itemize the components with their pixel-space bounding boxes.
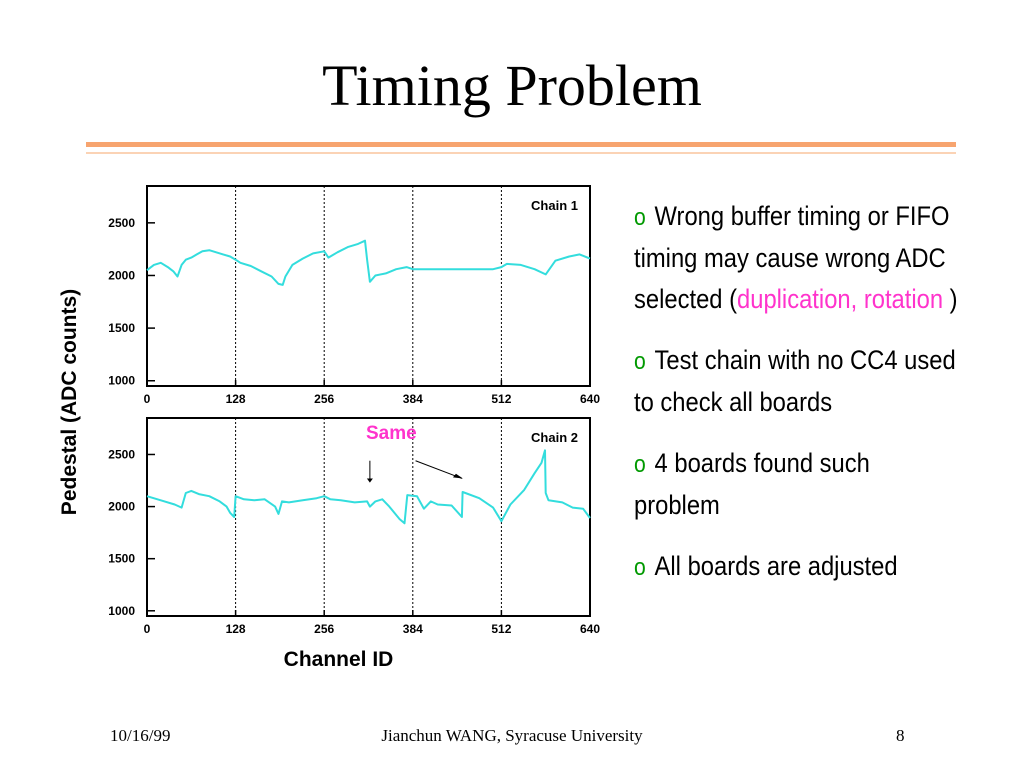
x-tick-label: 128: [226, 392, 246, 406]
panel-label: Chain 2: [531, 430, 578, 445]
plot-frame: [146, 417, 591, 617]
x-tick-label: 512: [491, 392, 511, 406]
y-tick-label: 1500: [108, 321, 135, 335]
pedestal-series-line: [146, 449, 591, 525]
x-tick-label: 256: [314, 622, 334, 636]
bullet-text: 4 boards found such problem: [634, 448, 870, 520]
bullet-marker: o: [634, 554, 646, 581]
y-tick-label: 2500: [108, 447, 135, 461]
annotation-arrow: [415, 460, 463, 479]
x-tick-label: 0: [144, 622, 151, 636]
annotation-arrowhead: [366, 478, 373, 483]
slide-title: Timing Problem: [322, 53, 702, 118]
y-tick-label: 2500: [108, 216, 135, 230]
x-tick-label: 640: [580, 622, 600, 636]
x-tick-label: 384: [403, 392, 423, 406]
title-underline-thin: [86, 152, 956, 154]
bullet-marker: o: [634, 348, 646, 375]
x-axis-label: Channel ID: [284, 648, 394, 671]
bullet-marker: o: [634, 204, 646, 231]
x-tick-label: 512: [491, 622, 511, 636]
x-tick-label: 128: [226, 622, 246, 636]
annotation-same: Same: [366, 423, 417, 444]
bullet-list: o Wrong buffer timing or FIFO timing may …: [634, 196, 964, 608]
x-tick-label: 640: [580, 392, 600, 406]
bullet-text: Test chain with no CC4 used to check all…: [634, 345, 956, 417]
pedestal-series-line: [146, 239, 591, 286]
x-tick-label: 384: [403, 622, 423, 636]
bullet-item: o Test chain with no CC4 used to check al…: [634, 340, 961, 423]
x-tick-label: 256: [314, 392, 334, 406]
x-tick-label: 0: [144, 392, 151, 406]
bullet-marker: o: [634, 451, 646, 478]
bullet-item: o All boards are adjusted: [634, 546, 961, 588]
panel-label: Chain 1: [531, 198, 578, 213]
bullet-item: o Wrong buffer timing or FIFO timing may …: [634, 196, 961, 320]
annotation-arrowhead: [452, 473, 463, 479]
footer-page-number: 8: [896, 726, 905, 745]
bullet-text-tail: ): [943, 284, 958, 314]
footer-author: Jianchun WANG, Syracuse University: [381, 726, 643, 745]
plot-frame: [146, 185, 591, 387]
bullet-highlight: duplication, rotation: [737, 284, 944, 314]
footer-date: 10/16/99: [110, 726, 171, 745]
y-axis-label: Pedestal (ADC counts): [58, 289, 81, 515]
y-tick-label: 2000: [108, 500, 135, 514]
bullet-text: All boards are adjusted: [654, 551, 898, 581]
pedestal-chart-figure: 1000 1500 2000 2500 0 128 256 384 512 640 Chain 1 1…: [58, 185, 600, 671]
y-tick-label: 1000: [108, 604, 135, 618]
y-tick-label: 2000: [108, 268, 135, 282]
y-tick-label: 1500: [108, 552, 135, 566]
bullet-text: Wrong buffer timing or FIFO timing may c…: [634, 201, 950, 314]
title-underline: [86, 142, 956, 147]
y-tick-label: 1000: [108, 374, 135, 388]
